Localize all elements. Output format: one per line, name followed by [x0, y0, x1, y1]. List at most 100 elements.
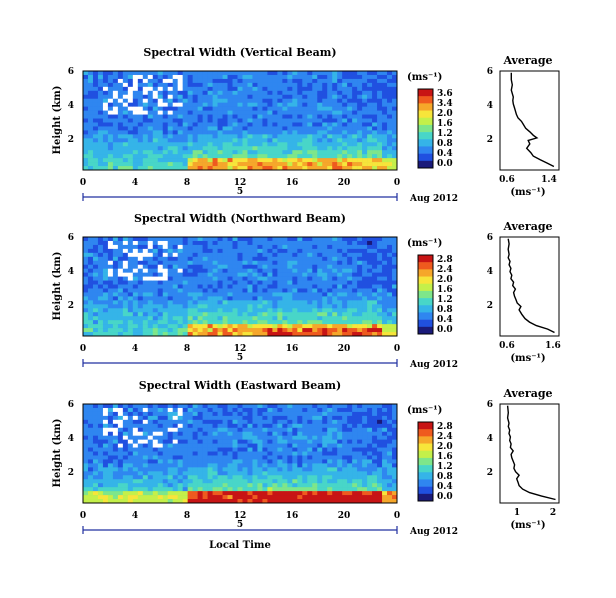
heatmap-cell — [322, 471, 328, 476]
heatmap-cell — [382, 248, 388, 254]
heatmap-cell — [177, 304, 183, 309]
heatmap-cell — [362, 407, 368, 413]
heatmap-cell — [272, 328, 278, 333]
heatmap-cell — [102, 483, 109, 488]
heatmap-cell — [232, 292, 238, 297]
heatmap-cell — [247, 407, 253, 413]
heatmap-cell — [367, 308, 373, 313]
colorbar-swatch — [418, 493, 433, 502]
heatmap-cell — [282, 443, 288, 448]
heatmap-cell — [282, 475, 288, 480]
heatmap-cell — [217, 459, 223, 464]
heatmap-cell — [382, 308, 388, 313]
heatmap-cell — [172, 150, 178, 155]
heatmap-cell — [122, 332, 129, 337]
heatmap-cell — [262, 138, 268, 143]
heatmap-cell — [272, 138, 278, 143]
heatmap-cell — [342, 142, 348, 147]
heatmap-cell — [292, 499, 298, 504]
heatmap-cell — [187, 312, 193, 317]
heatmap-cell — [272, 276, 278, 281]
heatmap-cell — [147, 78, 154, 84]
heatmap-cell — [297, 447, 303, 452]
heatmap-cell — [252, 443, 258, 448]
heatmap-cell — [192, 463, 198, 468]
heatmap-cell — [382, 272, 388, 277]
heatmap-cell — [187, 122, 193, 127]
heatmap-cell — [172, 483, 178, 488]
profile-line — [510, 72, 555, 168]
heatmap-cell — [332, 78, 338, 84]
heatmap-cell — [347, 74, 353, 80]
heatmap-cell — [217, 240, 223, 246]
heatmap-cell — [322, 487, 328, 492]
colorbar-tick-label: 2.4 — [437, 265, 453, 275]
heatmap-cell — [312, 443, 318, 448]
heatmap-cell — [272, 304, 278, 309]
heatmap-cell — [302, 122, 308, 127]
heatmap-cell — [322, 248, 328, 254]
heatmap-cell — [277, 162, 283, 167]
heatmap-cell — [392, 150, 398, 155]
heatmap-cell — [232, 248, 238, 254]
heatmap-cell — [247, 94, 253, 100]
heatmap-cell — [282, 427, 288, 433]
heatmap-cell — [272, 82, 278, 88]
heatmap-cell — [227, 94, 233, 100]
colorbar-tick-label: 2.0 — [437, 109, 453, 119]
heatmap-cell — [117, 237, 124, 242]
heatmap-cell — [227, 146, 233, 151]
heatmap-cell — [137, 475, 144, 480]
heatmap-cell — [387, 154, 393, 159]
heatmap-cell — [352, 162, 358, 167]
heatmap-cell — [352, 439, 358, 444]
heatmap-cell — [322, 479, 328, 484]
heatmap-cell — [237, 459, 243, 464]
heatmap-cell — [352, 130, 358, 135]
heatmap-cell — [392, 320, 398, 325]
heatmap-cell — [102, 106, 109, 111]
heatmap-cell — [362, 467, 368, 472]
heatmap-cell — [362, 237, 368, 242]
heatmap-cell — [327, 252, 333, 258]
heatmap-cell — [257, 244, 263, 250]
heatmap-cell — [362, 475, 368, 480]
heatmap-cell — [92, 443, 99, 448]
heatmap-cell — [172, 102, 178, 107]
heatmap-cell — [192, 483, 198, 488]
heatmap-cell — [97, 455, 104, 460]
heatmap-cell — [337, 300, 343, 305]
heatmap-cell — [372, 150, 378, 155]
profile-y-tick-label: 2 — [487, 468, 493, 478]
heatmap-cell — [297, 300, 303, 305]
heatmap-cell — [112, 483, 119, 488]
heatmap-cell — [242, 268, 248, 273]
heatmap-cell — [132, 78, 139, 84]
heatmap-cell — [392, 312, 398, 317]
heatmap-cell — [242, 240, 248, 246]
heatmap-cell — [147, 415, 154, 421]
heatmap-cell — [262, 94, 268, 100]
heatmap-cell — [242, 150, 248, 155]
heatmap-cell — [272, 264, 278, 269]
heatmap-cell — [112, 423, 119, 429]
heatmap-cell — [207, 86, 213, 92]
heatmap-cell — [222, 495, 228, 500]
heatmap-cell — [162, 284, 169, 289]
heatmap-cell — [282, 451, 288, 456]
heatmap-cell — [332, 126, 338, 131]
heatmap-cell — [282, 316, 288, 321]
colorbar-swatch — [418, 290, 433, 299]
heatmap-cell — [167, 102, 174, 107]
heatmap-cell — [307, 308, 313, 313]
heatmap-cell — [102, 320, 109, 325]
heatmap-cell — [317, 296, 323, 301]
heatmap-cell — [232, 122, 238, 127]
heatmap-cell — [83, 491, 89, 496]
heatmap-cell — [207, 312, 213, 317]
heatmap-cell — [162, 142, 169, 147]
heatmap-cell — [372, 106, 378, 111]
heatmap-cell — [107, 407, 114, 413]
heatmap-cell — [102, 130, 109, 135]
heatmap-cell — [317, 308, 323, 313]
